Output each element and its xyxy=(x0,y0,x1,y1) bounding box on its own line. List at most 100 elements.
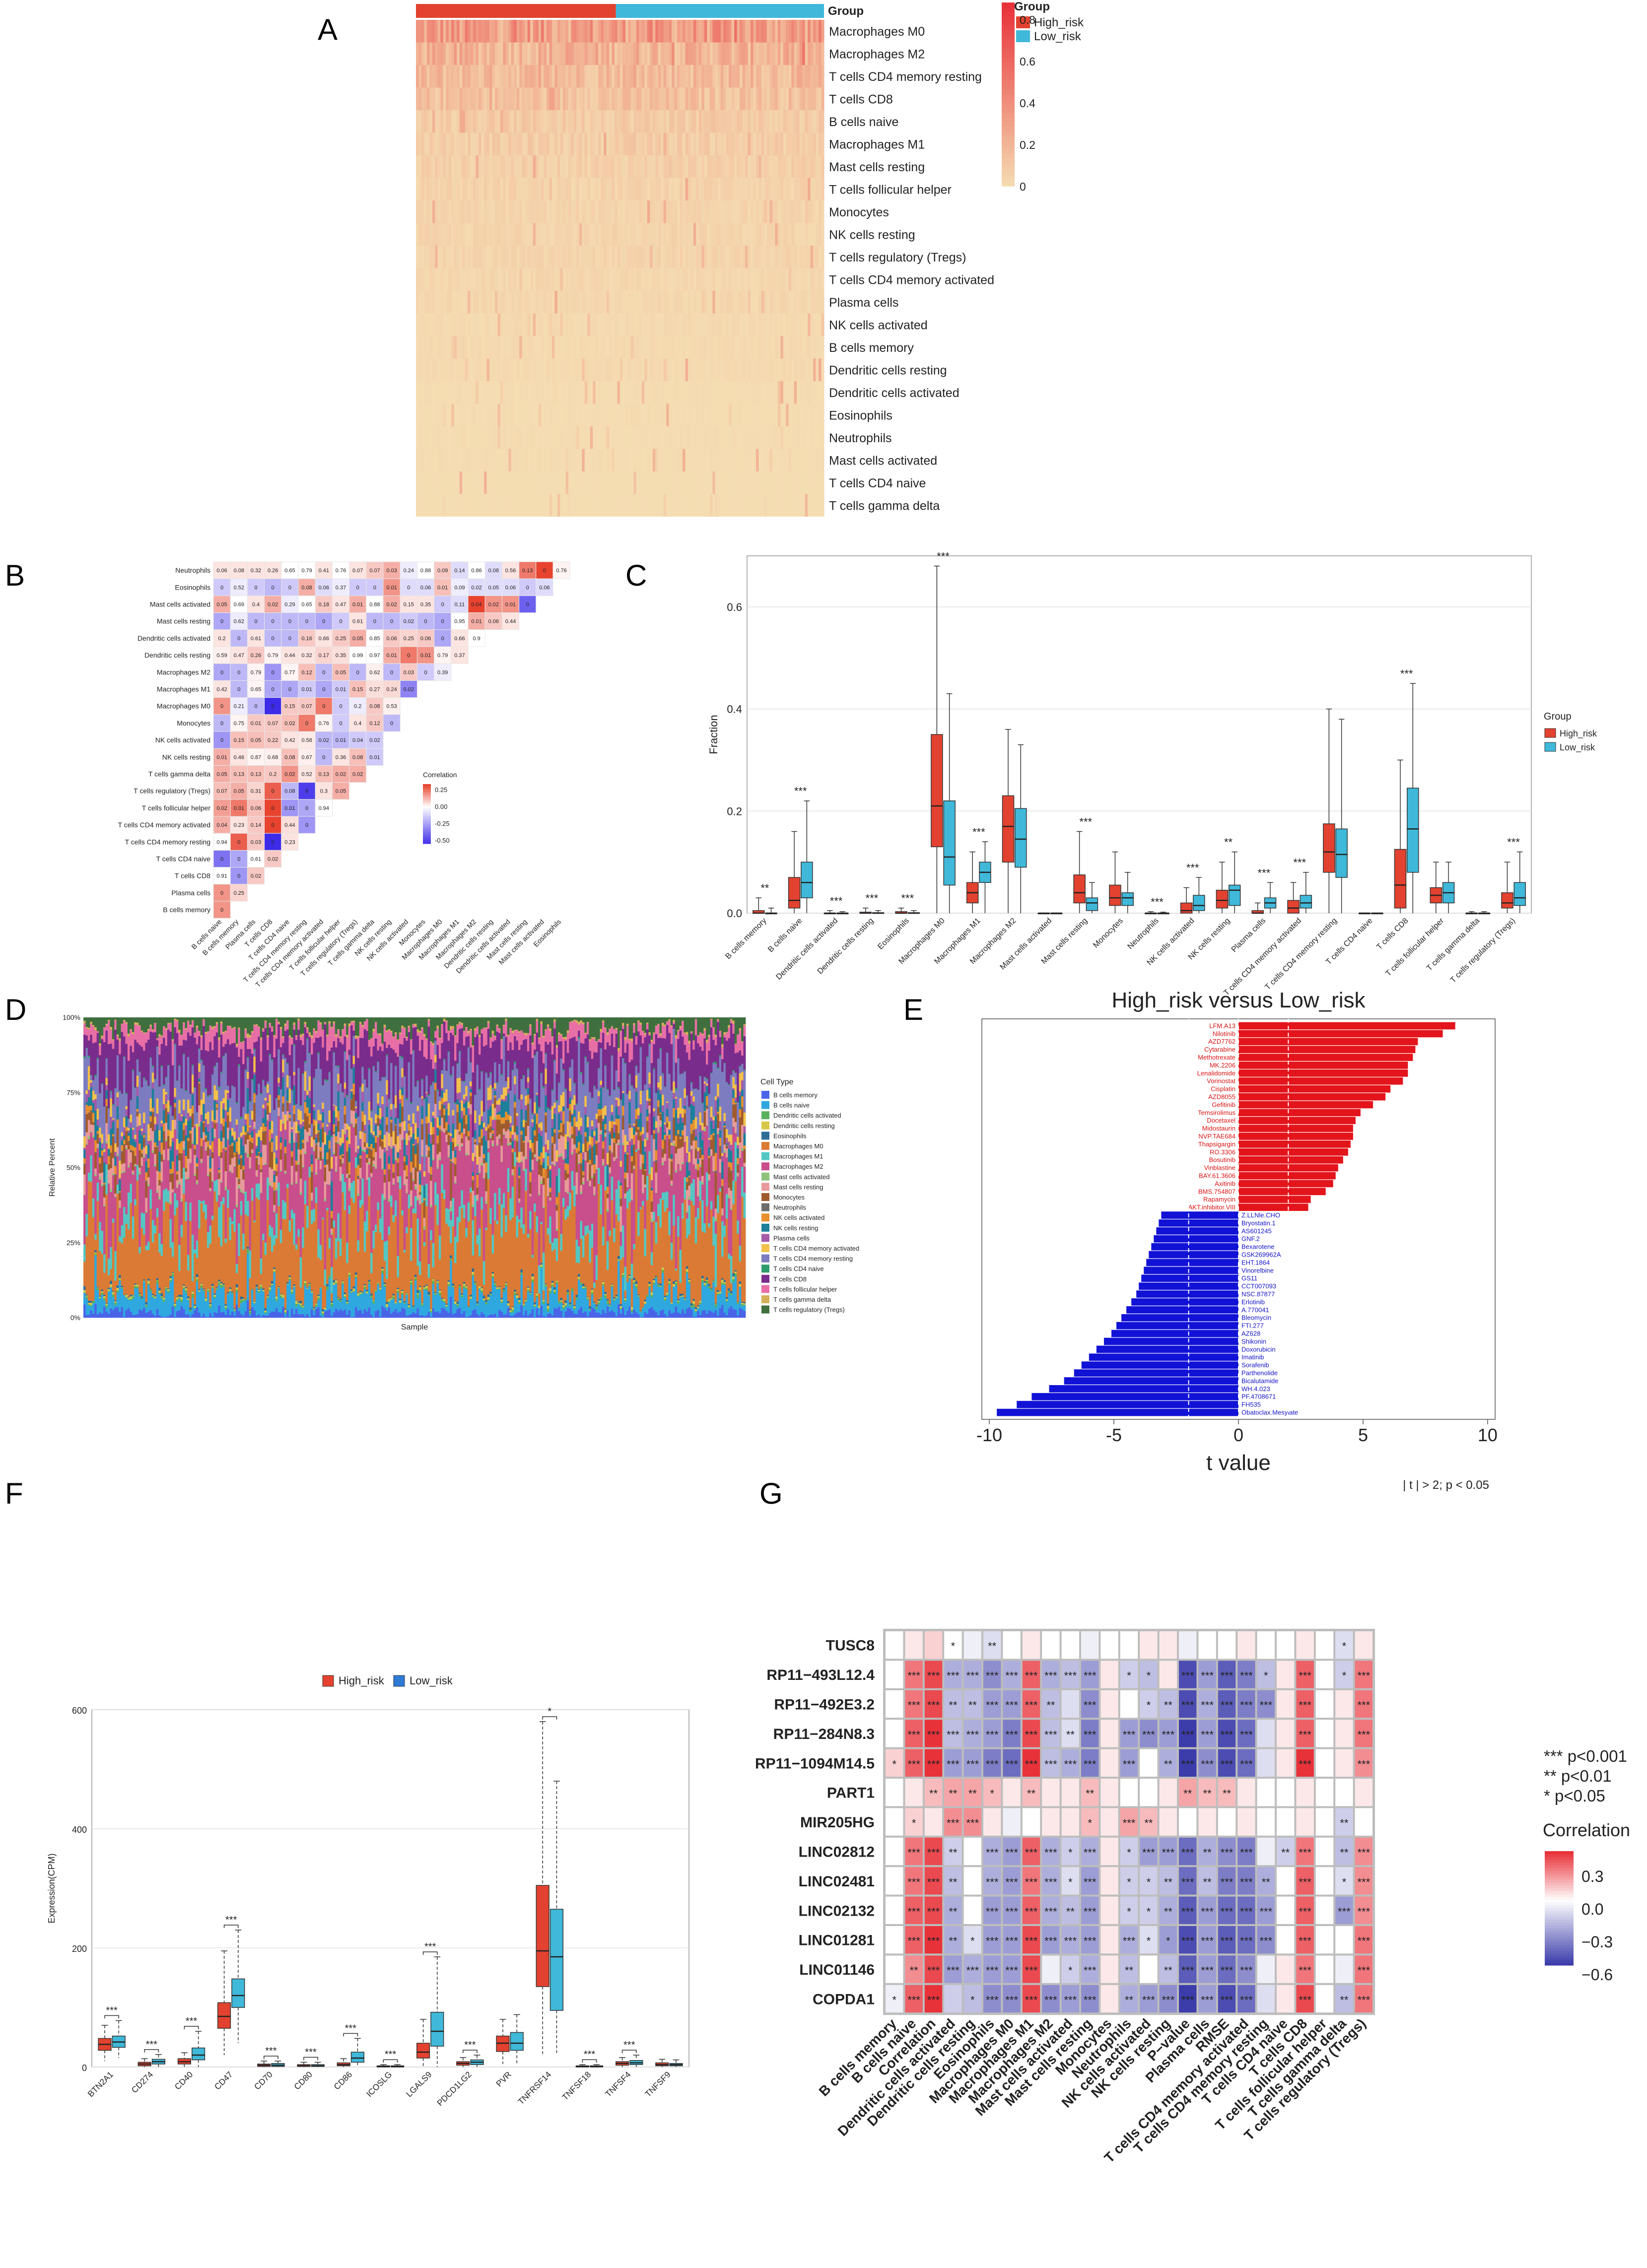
heatmap-cell xyxy=(683,87,686,110)
heatmap-row xyxy=(416,223,824,246)
heatmap-cell xyxy=(525,449,528,471)
stack-segment xyxy=(121,1017,124,1024)
heatmap-cell xyxy=(658,268,661,291)
heatmap-cell xyxy=(582,268,585,291)
heatmap-cell xyxy=(661,110,664,133)
heatmap-cell xyxy=(448,358,452,381)
stack-segment xyxy=(149,1017,152,1025)
stack-segment xyxy=(130,1017,133,1029)
heatmap-cell xyxy=(799,65,803,88)
corr-value: 0.02 xyxy=(352,772,363,778)
corr-cell xyxy=(332,595,350,613)
heatmap-cell xyxy=(663,291,667,314)
corr-value: 0.36 xyxy=(336,754,346,760)
stack-segment xyxy=(87,1017,90,1028)
heatmap-row xyxy=(416,471,824,494)
heatmap-cell xyxy=(424,381,427,404)
heatmap-cell xyxy=(511,291,514,314)
stack-segment xyxy=(119,1274,121,1278)
heatmap-cell xyxy=(533,65,536,88)
corr-cell xyxy=(230,561,248,579)
stack-segment xyxy=(130,1114,133,1123)
stack-segment xyxy=(90,1306,93,1311)
stack-segment xyxy=(101,1313,104,1318)
stack-segment xyxy=(92,1303,95,1314)
heatmap-cell xyxy=(772,291,775,314)
heatmap-cell xyxy=(522,291,525,314)
stack-segment xyxy=(103,1294,106,1296)
heatmap-cell xyxy=(658,449,661,471)
heatmap-cell xyxy=(426,42,430,65)
sig-label: *** xyxy=(1400,667,1413,680)
x-category-label: Eosinophils xyxy=(876,917,911,951)
heatmap-cell xyxy=(813,20,817,43)
heatmap-cell xyxy=(672,449,675,471)
heatmap-cell xyxy=(432,449,435,471)
heatmap-cell xyxy=(568,336,571,359)
heatmap-cell xyxy=(547,403,550,426)
heatmap-cell xyxy=(813,381,817,404)
heatmap-cell xyxy=(723,200,727,223)
corr-legend-segment xyxy=(423,808,431,810)
heatmap-cell xyxy=(780,291,784,314)
stack-segment xyxy=(110,1308,113,1318)
corr-value: 0 xyxy=(237,857,240,863)
heatmap-cell xyxy=(432,358,435,381)
corr-cell xyxy=(230,884,248,902)
heatmap-cell xyxy=(688,291,691,314)
heatmap-cell xyxy=(557,20,561,43)
stack-segment xyxy=(96,1314,99,1318)
corr-legend-segment xyxy=(423,806,431,808)
heatmap-cell xyxy=(810,65,814,88)
heatmap-cell xyxy=(500,178,503,200)
heatmap-cell xyxy=(674,65,678,88)
heatmap-cell xyxy=(527,449,531,471)
stack-segment xyxy=(94,1076,97,1094)
heatmap-cell xyxy=(802,426,806,449)
heatmap-cell xyxy=(573,471,577,494)
heatmap-cell xyxy=(666,381,670,404)
heatmap-cell xyxy=(503,403,506,426)
sig-label: ** xyxy=(760,882,769,894)
heatmap-cell xyxy=(571,20,574,43)
heatmap-cell xyxy=(536,403,539,426)
heatmap-cell xyxy=(604,110,607,133)
heatmap-cell xyxy=(573,268,577,291)
heatmap-cell xyxy=(424,20,427,43)
heatmap-cell xyxy=(751,200,754,223)
stack-segment xyxy=(136,1111,139,1113)
corr-value: 0 xyxy=(305,721,308,727)
stack-segment xyxy=(151,1082,154,1089)
heatmap-cell xyxy=(451,336,455,359)
stack-segment xyxy=(105,1141,108,1143)
heatmap-cell xyxy=(617,65,620,88)
stack-segment xyxy=(107,1291,110,1314)
heatmap-cell xyxy=(421,200,425,223)
heatmap-cell xyxy=(772,20,775,43)
heatmap-cell xyxy=(508,200,512,223)
heatmap-cell xyxy=(761,313,765,336)
heatmap-cell xyxy=(435,20,438,43)
heatmap-cell xyxy=(633,358,637,381)
heatmap-cell xyxy=(516,110,520,133)
heatmap-cell xyxy=(486,313,490,336)
heatmap-cell xyxy=(481,178,484,200)
heatmap-cell xyxy=(582,155,585,178)
stack-segment xyxy=(87,1120,90,1136)
corr-value: 0.27 xyxy=(369,687,380,693)
corr-cell xyxy=(230,799,248,817)
heatmap-cell xyxy=(562,449,566,471)
heatmap-cell xyxy=(481,336,484,359)
heatmap-cell xyxy=(729,178,732,200)
stack-segment xyxy=(134,1017,137,1023)
c-legend-title: Group xyxy=(1544,711,1572,722)
heatmap-cell xyxy=(544,200,547,223)
heatmap-cell xyxy=(647,313,650,336)
heatmap-cell xyxy=(794,155,797,178)
heatmap-cell xyxy=(802,471,806,494)
heatmap-cell xyxy=(440,426,444,449)
stack-segment xyxy=(156,1217,159,1278)
heatmap-cell xyxy=(639,223,642,246)
stack-segment xyxy=(112,1218,115,1223)
